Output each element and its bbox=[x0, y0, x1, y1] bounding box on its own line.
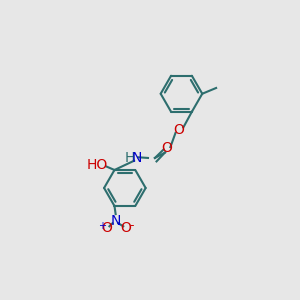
Text: O: O bbox=[174, 123, 184, 137]
Text: +: + bbox=[98, 220, 106, 231]
Text: O: O bbox=[121, 221, 131, 235]
Text: N: N bbox=[132, 151, 142, 165]
Text: HO: HO bbox=[86, 158, 108, 172]
Text: -: - bbox=[130, 219, 134, 232]
Text: O: O bbox=[101, 221, 112, 235]
Text: H: H bbox=[124, 151, 135, 165]
Text: O: O bbox=[161, 141, 172, 154]
Text: N: N bbox=[110, 214, 121, 228]
